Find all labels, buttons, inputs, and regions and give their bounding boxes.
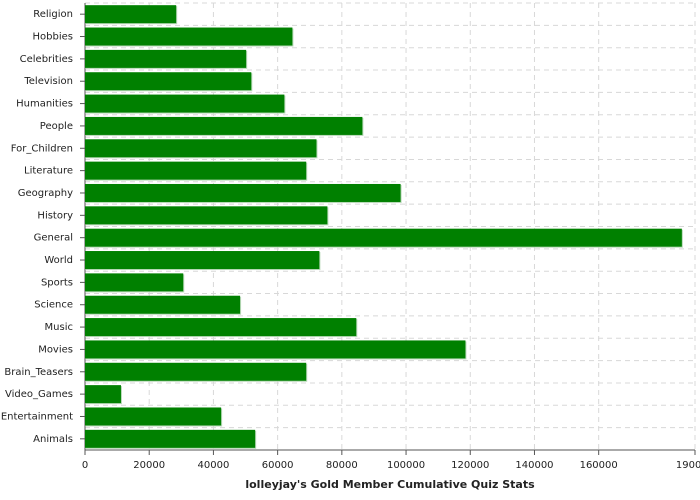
y-tick-label: Religion bbox=[33, 9, 73, 20]
x-tick-label: 60000 bbox=[262, 460, 294, 471]
bar bbox=[85, 139, 317, 158]
y-tick-label: World bbox=[44, 255, 73, 266]
x-tick-label: 0 bbox=[82, 460, 88, 471]
bar bbox=[85, 295, 241, 314]
x-tick-label: 40000 bbox=[198, 460, 230, 471]
chart-title: lolleyjay's Gold Member Cumulative Quiz … bbox=[245, 478, 535, 491]
y-tick-label: Sports bbox=[41, 277, 73, 288]
x-tick-label: 20000 bbox=[133, 460, 165, 471]
y-tick-label: General bbox=[34, 233, 73, 244]
y-tick-label: For_Children bbox=[11, 143, 73, 154]
y-tick-label: Music bbox=[45, 322, 73, 333]
bar bbox=[85, 407, 222, 426]
bar bbox=[85, 273, 184, 292]
y-tick-label: Movies bbox=[38, 344, 73, 355]
y-tick-label: Television bbox=[23, 76, 73, 87]
x-tick-label: 120000 bbox=[451, 460, 489, 471]
bar bbox=[85, 429, 256, 448]
bar bbox=[85, 362, 307, 381]
y-tick-label: History bbox=[37, 210, 73, 221]
bar bbox=[85, 5, 177, 24]
bar bbox=[85, 206, 328, 225]
bar bbox=[85, 228, 682, 247]
bar bbox=[85, 49, 247, 68]
y-tick-label: Literature bbox=[24, 166, 73, 177]
x-tick-label: 140000 bbox=[515, 460, 553, 471]
bar bbox=[85, 161, 307, 180]
bar bbox=[85, 251, 320, 270]
x-tick-label: 160000 bbox=[580, 460, 618, 471]
bar bbox=[85, 385, 121, 404]
y-tick-label: Video_Games bbox=[5, 389, 73, 400]
y-tick-label: Humanities bbox=[16, 99, 73, 110]
x-tick-label: 80000 bbox=[326, 460, 358, 471]
y-tick-label: Hobbies bbox=[33, 32, 73, 43]
x-tick-label: 190000 bbox=[676, 460, 700, 471]
y-tick-label: Animals bbox=[33, 434, 73, 445]
bar bbox=[85, 116, 363, 135]
bar bbox=[85, 27, 293, 46]
bar bbox=[85, 94, 285, 113]
y-tick-label: People bbox=[40, 121, 73, 132]
y-tick-label: Brain_Teasers bbox=[4, 367, 73, 378]
y-tick-label: Geography bbox=[18, 188, 73, 199]
bar bbox=[85, 340, 466, 359]
bar bbox=[85, 318, 357, 337]
bar bbox=[85, 183, 401, 202]
bar bbox=[85, 72, 252, 91]
y-tick-label: Science bbox=[34, 300, 73, 311]
y-tick-label: Entertainment bbox=[1, 411, 73, 422]
y-tick-label: Celebrities bbox=[20, 54, 73, 65]
x-tick-label: 100000 bbox=[387, 460, 425, 471]
